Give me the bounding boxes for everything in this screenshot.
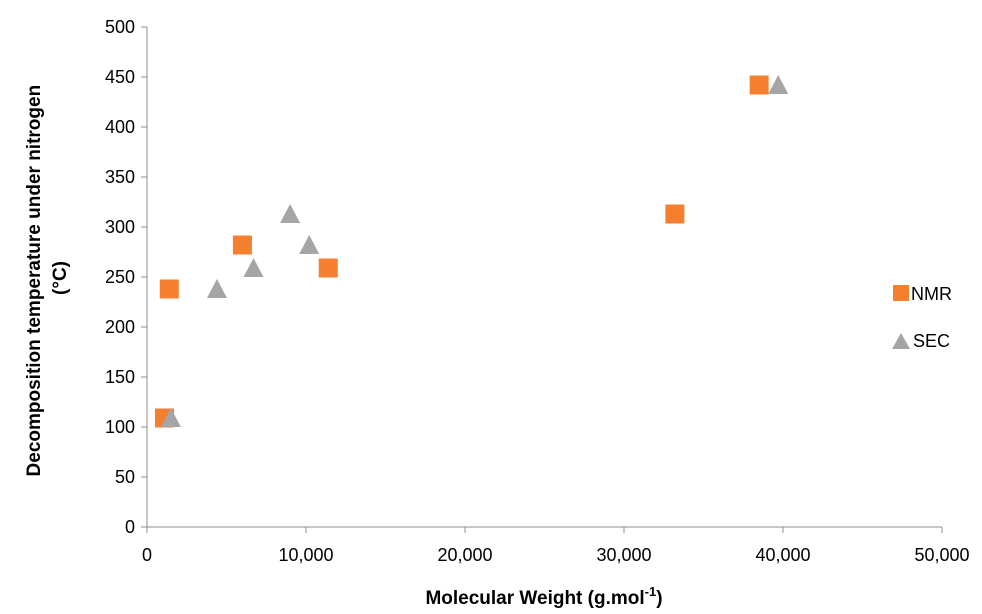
y-axis-title-line1: Decomposition temperature under nitrogen (24, 85, 45, 477)
y-axis-title: Decomposition temperature under nitrogen… (24, 80, 71, 477)
x-tick-label: 40,000 (755, 545, 810, 565)
legend-label-nmr: NMR (911, 284, 952, 304)
y-tick-label: 50 (115, 467, 135, 487)
y-tick-label: 400 (105, 117, 135, 137)
data-point-nmr (749, 75, 769, 95)
legend-marker-nmr (893, 285, 909, 301)
x-tick-label: 50,000 (914, 545, 969, 565)
data-point-sec (206, 279, 227, 298)
x-axis-title-main: Molecular Weight (g.mol (425, 588, 644, 609)
y-tick-label: 300 (105, 217, 135, 237)
data-point-sec (280, 204, 301, 223)
data-point-sec (243, 258, 264, 277)
y-tick-label: 450 (105, 67, 135, 87)
y-axis-ticks: 0 50 100 150 200 250 300 350 400 450 500 (105, 17, 147, 537)
y-tick-label: 150 (105, 367, 135, 387)
legend: NMR SEC (892, 284, 952, 351)
y-axis-title-line2: (°C) (50, 261, 71, 295)
data-points (154, 75, 789, 428)
y-tick-label: 500 (105, 17, 135, 37)
data-point-sec (768, 75, 789, 94)
y-tick-label: 350 (105, 167, 135, 187)
x-axis-title-sup: -1 (645, 584, 657, 599)
y-tick-label: 250 (105, 267, 135, 287)
data-point-sec (299, 235, 320, 254)
legend-marker-sec (892, 333, 910, 349)
data-point-nmr (665, 204, 685, 224)
x-axis-title-close: ) (656, 588, 662, 609)
data-point-sec (160, 408, 181, 427)
x-tick-label: 0 (142, 545, 152, 565)
x-tick-label: 20,000 (437, 545, 492, 565)
x-tick-label: 30,000 (596, 545, 651, 565)
data-point-nmr (159, 279, 179, 299)
x-axis-ticks: 0 10,000 20,000 30,000 40,000 50,000 (142, 527, 970, 565)
data-point-nmr (232, 235, 252, 255)
data-point-nmr (318, 258, 338, 278)
legend-label-sec: SEC (913, 331, 950, 351)
x-tick-label: 10,000 (278, 545, 333, 565)
y-tick-label: 200 (105, 317, 135, 337)
x-axis-title: Molecular Weight (g.mol-1) (425, 584, 662, 609)
y-tick-label: 0 (125, 517, 135, 537)
y-tick-label: 100 (105, 417, 135, 437)
